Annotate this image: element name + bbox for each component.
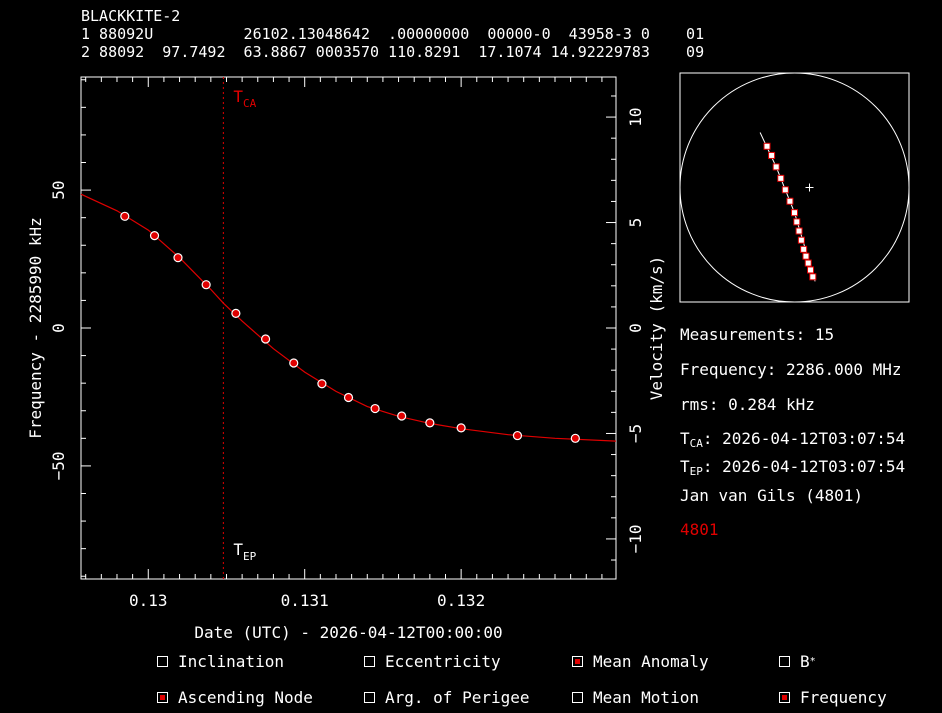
tle-line2: 2 88092 97.7492 63.8867 0003570 110.8291… xyxy=(81,43,705,61)
data-point xyxy=(570,433,580,443)
track-point xyxy=(809,273,817,281)
plot-frame xyxy=(80,76,617,580)
track-point xyxy=(800,245,808,253)
checkbox-mean-anomaly[interactable]: Mean Anomaly xyxy=(572,652,709,671)
track-point xyxy=(791,209,798,217)
x-tick-label: 0.131 xyxy=(281,591,329,610)
track-point xyxy=(768,151,776,159)
tca-value: TCA: 2026-04-12T03:07:54 xyxy=(680,429,906,450)
groundtrack-frame xyxy=(679,72,910,303)
data-point xyxy=(512,430,523,441)
track-point xyxy=(795,227,803,235)
checkbox-bstar[interactable]: B * xyxy=(779,652,816,671)
checkbox-eccentricity[interactable]: Eccentricity xyxy=(364,652,501,671)
fit-curve xyxy=(80,193,617,442)
y2-tick-label: −5 xyxy=(626,424,645,443)
frequency-value: Frequency: 2286.000 MHz xyxy=(680,360,902,379)
y2-tick-label: −10 xyxy=(626,524,645,553)
data-point xyxy=(289,358,299,368)
track-point xyxy=(793,218,801,226)
tep-value: TEP: 2026-04-12T03:07:54 xyxy=(680,457,906,478)
observer-name: Jan van Gils (4801) xyxy=(680,486,864,505)
checkbox-box[interactable] xyxy=(364,692,375,703)
x-tick-label: 0.132 xyxy=(437,591,485,610)
data-point xyxy=(370,403,380,414)
checkbox-box[interactable] xyxy=(157,692,168,703)
checkbox-box[interactable] xyxy=(572,692,583,703)
measurements-count: Measurements: 15 xyxy=(680,325,835,344)
checkbox-box[interactable] xyxy=(779,692,790,703)
data-point xyxy=(343,392,354,403)
station-id: 4801 xyxy=(680,520,719,539)
checkbox-box[interactable] xyxy=(364,656,375,667)
track-point xyxy=(807,266,815,274)
x-tick-label: 0.13 xyxy=(129,591,168,610)
checkbox-mean-motion[interactable]: Mean Motion xyxy=(572,688,699,707)
data-point xyxy=(260,334,271,344)
data-point xyxy=(397,411,407,421)
x-axis-label: Date (UTC) - 2026-04-12T00:00:00 xyxy=(194,623,502,642)
y2-tick-label: 10 xyxy=(626,107,645,126)
checkbox-ascending-node[interactable]: Ascending Node xyxy=(157,688,313,707)
checkbox-box[interactable] xyxy=(572,656,583,667)
data-point xyxy=(120,211,130,221)
data-point xyxy=(201,280,211,290)
track-point xyxy=(786,197,794,205)
checkbox-box[interactable] xyxy=(779,656,790,667)
data-point xyxy=(231,308,241,318)
track-point xyxy=(802,252,810,260)
y-axis-label: Frequency - 2285990 kHz xyxy=(26,217,45,439)
track-point xyxy=(804,259,812,267)
tle-name: BLACKKITE-2 xyxy=(81,7,181,25)
y-tick-label: 0 xyxy=(49,323,68,333)
y-tick-label: −50 xyxy=(49,451,68,480)
track-point xyxy=(763,142,771,150)
track-point xyxy=(777,174,785,182)
track-point xyxy=(797,236,805,244)
checkbox-inclination[interactable]: Inclination xyxy=(157,652,284,671)
tep-label: TEP xyxy=(233,540,256,563)
tca-label: TCA xyxy=(233,87,256,110)
rms-value: rms: 0.284 kHz xyxy=(680,395,815,414)
checkbox-frequency[interactable]: Frequency xyxy=(779,688,887,707)
tle-line1: 1 88092U 26102.13048642 .00000000 00000-… xyxy=(81,25,705,43)
y2-tick-label: 5 xyxy=(626,218,645,228)
data-point xyxy=(456,423,466,433)
y-tick-label: 50 xyxy=(49,180,68,199)
y2-axis-label: Velocity (km/s) xyxy=(647,256,666,401)
data-point xyxy=(173,253,183,263)
checkbox-arg-of-perigee[interactable]: Arg. of Perigee xyxy=(364,688,530,707)
horizon-circle xyxy=(679,72,910,303)
data-point xyxy=(149,230,160,241)
track-point xyxy=(772,163,780,171)
data-point xyxy=(317,379,327,389)
checkbox-box[interactable] xyxy=(157,656,168,667)
track-point xyxy=(781,186,789,194)
data-point xyxy=(425,418,435,428)
y2-tick-label: 0 xyxy=(626,323,645,333)
